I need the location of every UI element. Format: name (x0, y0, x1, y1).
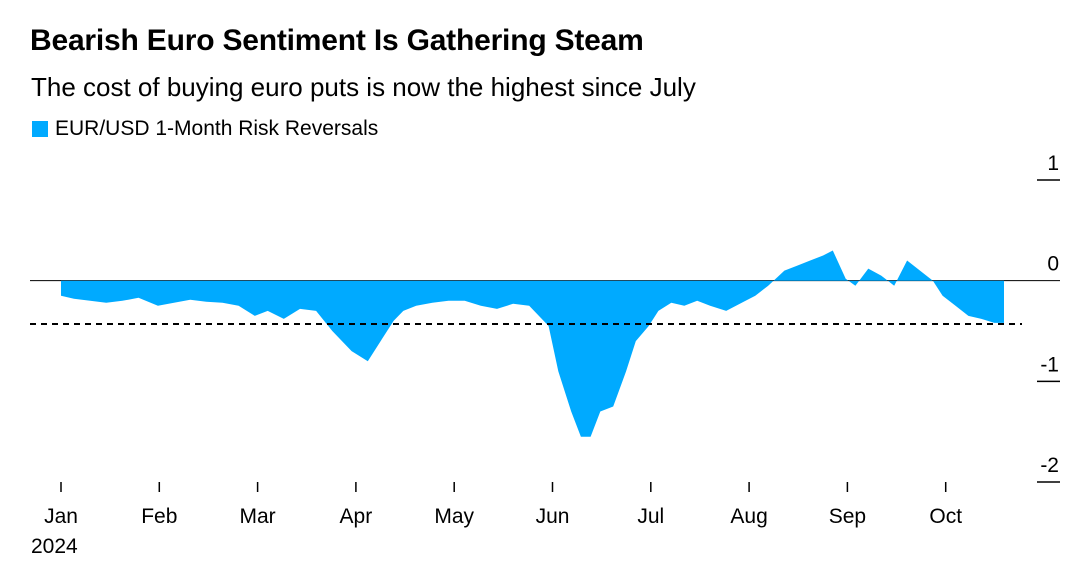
legend-swatch (32, 121, 48, 137)
risk-reversals-area (61, 250, 1004, 437)
legend: EUR/USD 1-Month Risk Reversals (32, 117, 378, 141)
x-tick-label: Jun (536, 505, 570, 528)
x-tick-label: Mar (240, 505, 276, 528)
x-tick-label: Jul (637, 505, 664, 528)
x-tick-label: Apr (340, 505, 373, 528)
y-tick-label: 0 (1047, 253, 1059, 276)
x-tick-label: Feb (141, 505, 177, 528)
x-tick-label: Aug (730, 505, 767, 528)
y-tick-label: -1 (1040, 353, 1059, 376)
chart-title: Bearish Euro Sentiment Is Gathering Stea… (30, 24, 644, 57)
x-tick-label: May (434, 505, 474, 528)
y-tick-label: -2 (1040, 454, 1059, 477)
x-tick-label: Sep (829, 505, 866, 528)
y-tick-label: 1 (1047, 152, 1059, 175)
x-year-label: 2024 (31, 535, 78, 558)
legend-label: EUR/USD 1-Month Risk Reversals (55, 117, 379, 140)
x-tick-label: Oct (929, 505, 962, 528)
chart-subtitle: The cost of buying euro puts is now the … (31, 72, 696, 102)
x-tick-label: Jan (44, 505, 78, 528)
